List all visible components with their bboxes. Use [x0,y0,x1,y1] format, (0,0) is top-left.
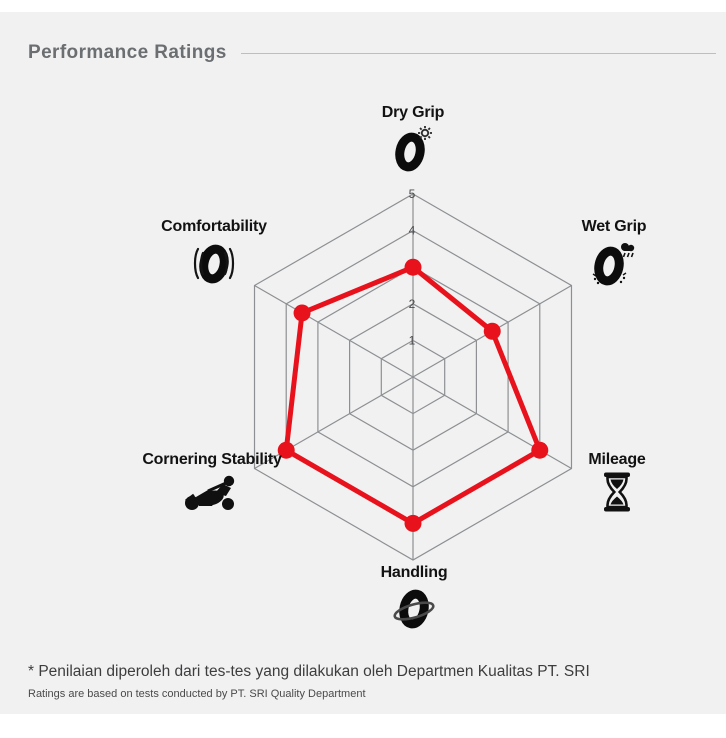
tire-sun-icon [395,126,432,172]
radar-data-point [277,441,295,459]
hourglass-icon [604,472,630,512]
axis-label-comfortability: Comfortability [119,218,309,288]
tire-rotation-icon [393,589,435,629]
page-title: Performance Ratings [28,42,227,63]
header-divider [240,52,716,54]
axis-label-text: Wet Grip [581,218,647,235]
axis-label-text: Dry Grip [381,104,445,121]
axis-label-dry-grip: Dry Grip [318,104,508,172]
footnote-indonesian: * Penilaian diperoleh dari tes-tes yang … [28,663,590,680]
radar-axis-line [254,284,414,378]
radar-data-point [531,441,549,459]
motorcycle-lean-icon [185,475,235,510]
radar-data-point [404,258,422,276]
axis-label-text: Handling [380,564,448,581]
radar-data-point [404,514,422,532]
axis-label-mileage: Mileage [522,451,712,513]
axis-label-handling: Handling [319,564,509,634]
bottom-margin [0,714,726,726]
radar-tick-label: 1 [409,333,416,347]
radar-data-point [483,322,501,340]
radar-chart-area: 12345 Dry Grip Wet Grip [0,12,726,738]
axis-label-wet-grip: Wet Grip [519,218,709,288]
radar-tick-label: 4 [409,224,416,238]
section-header: Performance Ratings [28,42,716,64]
footnote-english: Ratings are based on tests conducted by … [28,688,366,700]
axis-label-text: Cornering Stability [142,451,282,468]
radar-data-point [293,304,311,322]
top-margin [0,0,726,12]
axis-label-text: Comfortability [161,218,267,235]
radar-chart: 12345 [253,187,573,561]
performance-ratings-panel: Performance Ratings 12345 Dry Grip Wet G… [0,12,726,714]
tire-rain-icon [592,243,635,286]
radar-tick-label: 2 [409,297,416,311]
axis-label-cornering-stability: Cornering Stability [117,451,307,513]
axis-label-text: Mileage [588,451,646,468]
tire-vibration-icon [193,244,235,284]
radar-tick-label: 5 [409,187,416,201]
